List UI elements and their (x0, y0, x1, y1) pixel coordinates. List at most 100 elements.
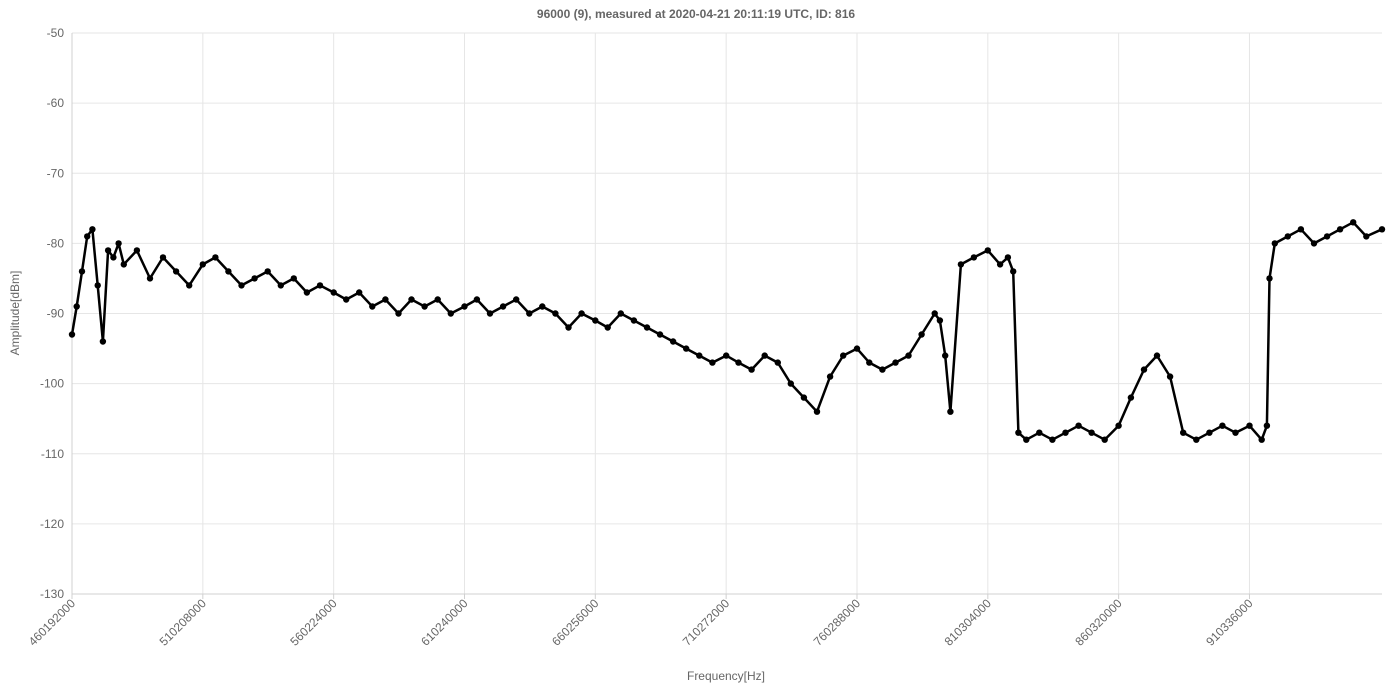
data-point (434, 296, 441, 303)
data-point (1284, 233, 1292, 240)
data-point (1075, 422, 1082, 429)
data-point (356, 289, 363, 296)
data-point (1363, 233, 1370, 240)
data-point (1219, 422, 1226, 429)
y-tick-label: -90 (47, 307, 65, 321)
data-point (1153, 352, 1161, 359)
data-point (892, 359, 899, 366)
data-point (212, 254, 219, 261)
data-point (395, 310, 402, 317)
y-tick-label: -130 (40, 587, 64, 601)
data-point (1297, 226, 1305, 233)
grid (71, 32, 1382, 595)
x-tick-label: 760288000 (811, 596, 864, 649)
data-point (800, 394, 808, 401)
x-tick-label: 710272000 (680, 596, 733, 649)
data-point (330, 289, 337, 296)
y-tick-label: -70 (47, 166, 65, 180)
data-point (1140, 366, 1148, 373)
data-point (709, 359, 716, 366)
data-point (1010, 268, 1017, 275)
data-point (957, 261, 965, 268)
data-point (382, 296, 389, 303)
data-point (68, 331, 76, 338)
data-point (343, 296, 350, 303)
data-point (499, 303, 507, 310)
data-point (1266, 275, 1273, 282)
data-point (1258, 436, 1265, 443)
data-point (1310, 240, 1318, 247)
data-point (277, 282, 284, 289)
data-point (643, 324, 651, 331)
data-point (604, 324, 611, 331)
data-point (120, 261, 128, 268)
data-point (99, 338, 107, 345)
y-axis-ticks: -50 -60 -70 -80 -90 -100 -110 -120 -130 (40, 26, 64, 601)
data-point (1323, 233, 1331, 240)
data-point (94, 282, 101, 289)
data-point (104, 247, 112, 254)
data-point (942, 352, 949, 359)
data-point (552, 310, 559, 317)
data-point (696, 352, 703, 359)
data-point (369, 303, 376, 310)
x-tick-label: 660256000 (549, 596, 602, 649)
data-point (723, 352, 730, 359)
data-point (1015, 429, 1022, 436)
y-tick-label: -120 (40, 517, 64, 531)
data-point (592, 317, 599, 324)
data-point (1193, 436, 1200, 443)
data-point (787, 380, 794, 387)
y-tick-label: -50 (47, 26, 65, 40)
data-point (905, 352, 912, 359)
data-point (1263, 422, 1271, 429)
data-point (159, 254, 167, 261)
data-point (303, 289, 311, 296)
y-tick-label: -110 (41, 447, 64, 461)
data-point (748, 366, 755, 373)
data-point (996, 261, 1004, 268)
data-point (115, 240, 122, 247)
data-point (290, 275, 297, 282)
data-point (970, 254, 978, 261)
x-tick-label: 910336000 (1203, 596, 1256, 649)
data-point (1180, 429, 1187, 436)
data-point (486, 310, 494, 317)
data-point (1115, 422, 1122, 429)
y-tick-label: -60 (47, 96, 65, 110)
data-point (947, 408, 954, 415)
data-point (513, 296, 520, 303)
data-point (669, 338, 677, 345)
data-point (316, 282, 324, 289)
data-point (565, 324, 572, 331)
x-axis-ticks: 460192000 510208000 560224000 610240000 6602… (26, 594, 1256, 649)
chart-title: 96000 (9), measured at 2020-04-21 20:11:… (537, 7, 856, 21)
data-point (1023, 436, 1030, 443)
data-point (421, 303, 428, 310)
data-point (761, 352, 768, 359)
data-point (172, 268, 180, 275)
data-point (264, 268, 271, 275)
data-point (918, 331, 925, 338)
data-point (1336, 226, 1344, 233)
data-point (1088, 429, 1095, 436)
data-point (251, 275, 258, 282)
data-point (89, 226, 96, 233)
data-point (617, 310, 624, 317)
data-point (735, 359, 742, 366)
data-point (656, 331, 664, 338)
data-point (1036, 429, 1043, 436)
data-point (879, 366, 886, 373)
data-point (539, 303, 546, 310)
data-point (840, 352, 847, 359)
data-point (984, 247, 991, 254)
x-tick-label: 860320000 (1072, 596, 1125, 649)
data-point (1246, 422, 1253, 429)
x-tick-label: 610240000 (418, 596, 471, 649)
data-point (110, 254, 117, 261)
x-tick-label: 510208000 (157, 596, 210, 649)
data-point (813, 408, 821, 415)
data-point (78, 268, 86, 275)
data-point (1378, 226, 1386, 233)
